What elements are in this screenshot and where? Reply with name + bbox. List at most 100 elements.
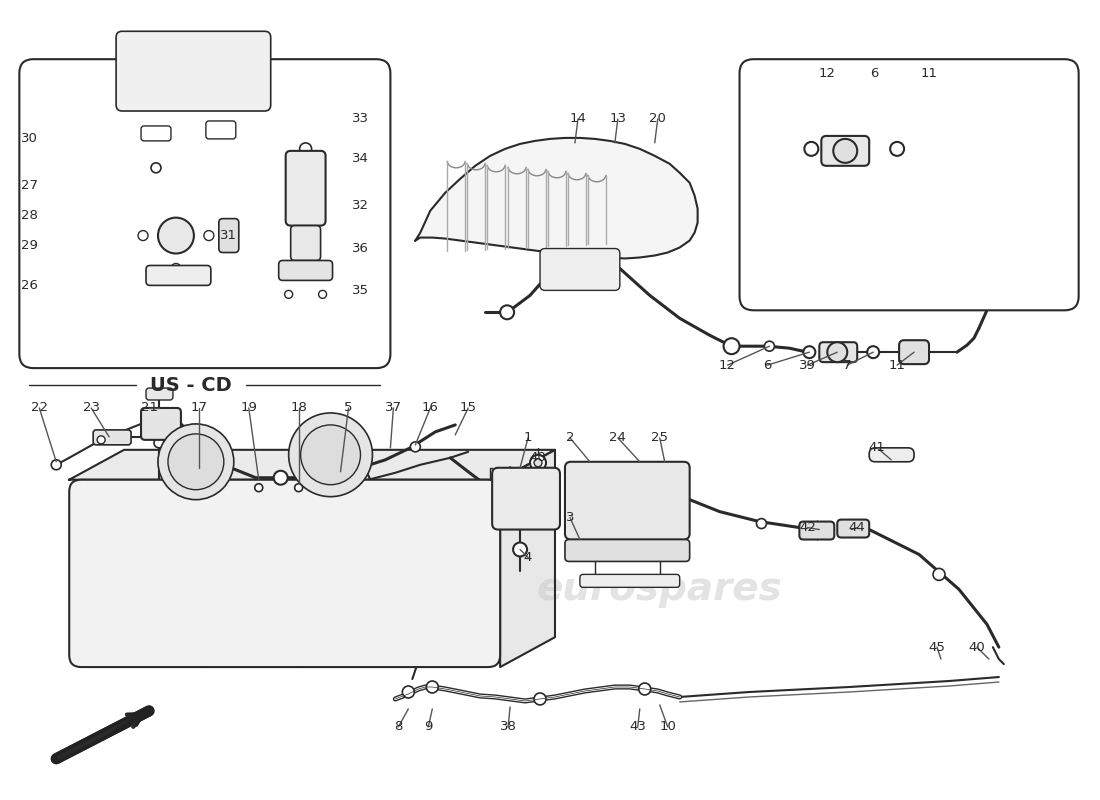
Text: 30: 30 xyxy=(21,133,37,146)
FancyBboxPatch shape xyxy=(565,462,690,539)
Circle shape xyxy=(194,462,204,473)
Text: 28: 28 xyxy=(21,209,37,222)
Circle shape xyxy=(827,342,847,362)
Circle shape xyxy=(138,230,148,241)
Circle shape xyxy=(410,442,420,452)
Circle shape xyxy=(97,436,106,444)
Text: 1: 1 xyxy=(524,431,532,444)
Circle shape xyxy=(639,683,651,695)
Text: 38: 38 xyxy=(499,720,517,734)
Text: 41: 41 xyxy=(869,442,886,454)
FancyBboxPatch shape xyxy=(146,266,211,286)
Circle shape xyxy=(834,139,857,163)
Text: 7: 7 xyxy=(843,358,851,372)
Circle shape xyxy=(204,230,213,241)
FancyBboxPatch shape xyxy=(565,539,690,562)
FancyBboxPatch shape xyxy=(899,340,930,364)
FancyBboxPatch shape xyxy=(739,59,1079,310)
Circle shape xyxy=(534,693,546,705)
Text: 29: 29 xyxy=(21,239,37,252)
Circle shape xyxy=(534,458,542,466)
Text: 6: 6 xyxy=(763,358,771,372)
FancyBboxPatch shape xyxy=(141,408,180,440)
Text: 8: 8 xyxy=(394,720,403,734)
FancyBboxPatch shape xyxy=(492,468,560,530)
Text: 43: 43 xyxy=(629,720,646,734)
Text: 24: 24 xyxy=(609,431,626,444)
Circle shape xyxy=(427,681,438,693)
Text: 40: 40 xyxy=(530,451,547,464)
Text: 10: 10 xyxy=(659,720,676,734)
Circle shape xyxy=(151,163,161,173)
FancyBboxPatch shape xyxy=(219,218,239,253)
Circle shape xyxy=(299,143,311,155)
Circle shape xyxy=(336,468,350,482)
Text: 21: 21 xyxy=(141,402,157,414)
Text: eurospares: eurospares xyxy=(147,470,394,509)
Circle shape xyxy=(295,484,302,492)
Text: 33: 33 xyxy=(352,113,368,126)
Text: 34: 34 xyxy=(352,152,368,166)
Circle shape xyxy=(170,263,180,274)
Circle shape xyxy=(361,461,371,470)
Circle shape xyxy=(52,460,62,470)
Text: 22: 22 xyxy=(31,402,47,414)
Circle shape xyxy=(158,424,234,500)
Circle shape xyxy=(319,290,327,298)
Polygon shape xyxy=(69,450,556,480)
Circle shape xyxy=(530,455,546,470)
Text: 6: 6 xyxy=(870,66,879,80)
Circle shape xyxy=(158,218,194,254)
Text: 42: 42 xyxy=(799,521,816,534)
Text: 40: 40 xyxy=(968,641,986,654)
FancyBboxPatch shape xyxy=(837,519,869,538)
FancyBboxPatch shape xyxy=(820,342,857,362)
Text: 4: 4 xyxy=(524,551,532,564)
Text: 3: 3 xyxy=(565,511,574,524)
Circle shape xyxy=(300,425,361,485)
Circle shape xyxy=(274,470,288,485)
Circle shape xyxy=(288,413,373,497)
Text: 15: 15 xyxy=(460,402,476,414)
Circle shape xyxy=(285,290,293,298)
FancyBboxPatch shape xyxy=(822,136,869,166)
Text: 12: 12 xyxy=(719,358,736,372)
Circle shape xyxy=(206,450,216,460)
Circle shape xyxy=(890,142,904,156)
Circle shape xyxy=(804,142,818,156)
Text: 26: 26 xyxy=(21,279,37,292)
Text: 27: 27 xyxy=(21,179,37,192)
Circle shape xyxy=(933,569,945,580)
Text: 32: 32 xyxy=(352,199,368,212)
FancyBboxPatch shape xyxy=(141,126,170,141)
Circle shape xyxy=(403,686,415,698)
FancyBboxPatch shape xyxy=(540,249,619,290)
Text: 45: 45 xyxy=(928,641,946,654)
Text: eurospares: eurospares xyxy=(537,570,782,608)
Text: 9: 9 xyxy=(425,720,432,734)
Text: 5: 5 xyxy=(344,402,353,414)
FancyBboxPatch shape xyxy=(146,388,173,400)
Circle shape xyxy=(764,342,774,351)
Circle shape xyxy=(867,346,879,358)
FancyBboxPatch shape xyxy=(206,121,235,139)
Circle shape xyxy=(500,306,514,319)
Text: 39: 39 xyxy=(799,358,816,372)
Circle shape xyxy=(154,438,164,448)
Text: 18: 18 xyxy=(290,402,307,414)
Text: 44: 44 xyxy=(849,521,866,534)
Circle shape xyxy=(757,518,767,529)
Text: 13: 13 xyxy=(609,113,626,126)
FancyBboxPatch shape xyxy=(869,448,914,462)
FancyBboxPatch shape xyxy=(94,430,131,445)
FancyBboxPatch shape xyxy=(278,261,332,281)
Circle shape xyxy=(255,484,263,492)
Text: 11: 11 xyxy=(921,66,937,80)
Text: 36: 36 xyxy=(352,242,368,255)
Text: 2: 2 xyxy=(565,431,574,444)
Text: 25: 25 xyxy=(651,431,668,444)
Text: 14: 14 xyxy=(570,113,586,126)
FancyBboxPatch shape xyxy=(286,151,326,226)
Text: 23: 23 xyxy=(82,402,100,414)
Text: US - CD: US - CD xyxy=(150,375,232,394)
